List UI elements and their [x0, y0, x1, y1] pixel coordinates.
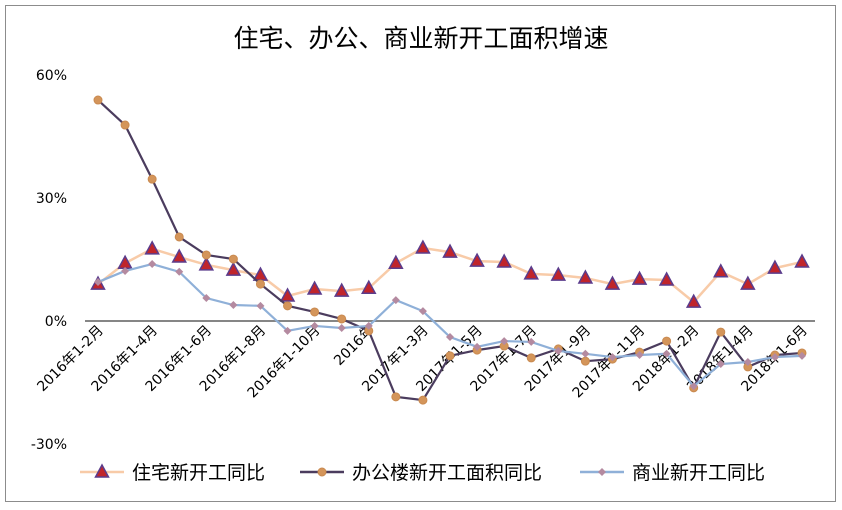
y-tick-label: 60%: [36, 68, 67, 84]
data-point: [580, 356, 590, 366]
data-point: [496, 253, 512, 268]
data-point: [716, 327, 726, 337]
data-point: [581, 349, 590, 358]
data-point: [469, 252, 485, 267]
data-point: [527, 337, 536, 346]
data-point: [279, 287, 296, 302]
data-point: [794, 253, 810, 268]
data-point: [337, 314, 347, 324]
data-point: [364, 321, 373, 330]
data-point: [225, 261, 242, 276]
legend-item: 商业新开工同比: [580, 462, 765, 484]
legend-marker: [317, 467, 327, 477]
data-point: [798, 351, 806, 360]
data-point: [445, 351, 455, 361]
data-point: [391, 296, 400, 305]
legend-marker: [94, 463, 110, 478]
data-point: [689, 382, 698, 391]
legend-label: 商业新开工同比: [632, 462, 765, 484]
data-point: [121, 266, 130, 275]
data-point: [144, 240, 160, 255]
chart-frame: [5, 5, 836, 502]
data-point: [147, 174, 157, 184]
data-point: [608, 353, 617, 362]
y-tick-label: 0%: [45, 314, 67, 330]
data-point: [174, 232, 184, 242]
data-point: [361, 279, 377, 294]
data-point: [500, 337, 509, 346]
data-point: [716, 360, 725, 369]
data-point: [550, 266, 567, 281]
data-point: [229, 301, 238, 310]
y-tick-label: 30%: [36, 191, 67, 207]
data-point: [283, 301, 293, 311]
data-point: [770, 353, 779, 362]
data-point: [658, 271, 675, 286]
data-point: [473, 342, 482, 351]
data-point: [577, 269, 594, 284]
series-2: [93, 95, 807, 405]
legend-marker: [598, 468, 606, 476]
data-point: [743, 358, 752, 366]
data-point: [94, 278, 102, 287]
legend-label: 办公楼新开工面积同比: [352, 462, 542, 484]
data-point: [526, 353, 536, 363]
data-point: [120, 120, 130, 130]
data-point: [283, 326, 292, 335]
data-point: [333, 282, 350, 297]
data-point: [442, 243, 458, 258]
data-point: [635, 351, 644, 360]
data-point: [201, 250, 211, 260]
data-point: [418, 307, 427, 316]
data-point: [202, 294, 211, 303]
legend-label: 住宅新开工同比: [132, 462, 265, 484]
data-point: [228, 254, 238, 264]
data-point: [523, 265, 539, 280]
data-point: [255, 279, 265, 289]
data-point: [418, 395, 428, 405]
data-point: [337, 323, 346, 332]
y-tick-label: -30%: [31, 437, 67, 453]
data-point: [713, 263, 729, 278]
data-point: [685, 293, 702, 308]
chart-title: 住宅、办公、商业新开工面积增速: [233, 24, 608, 53]
data-point: [631, 270, 648, 285]
data-point: [93, 95, 103, 105]
data-point: [306, 280, 323, 295]
data-point: [310, 307, 320, 317]
data-point: [554, 346, 563, 355]
series-3: [94, 260, 806, 391]
data-point: [391, 392, 401, 402]
data-point: [310, 321, 319, 330]
legend-item: 办公楼新开工面积同比: [300, 462, 542, 484]
data-point: [175, 267, 184, 276]
data-point: [740, 275, 756, 290]
data-point: [171, 248, 187, 263]
data-point: [388, 254, 404, 269]
data-point: [198, 256, 215, 271]
data-point: [604, 275, 621, 290]
data-point: [446, 332, 454, 341]
data-point: [662, 336, 672, 346]
legend-item: 住宅新开工同比: [80, 462, 265, 484]
data-point: [148, 260, 157, 269]
series-1: [90, 239, 810, 308]
data-point: [415, 239, 431, 254]
data-point: [767, 259, 783, 274]
data-point: [256, 301, 265, 310]
data-point: [662, 349, 671, 358]
